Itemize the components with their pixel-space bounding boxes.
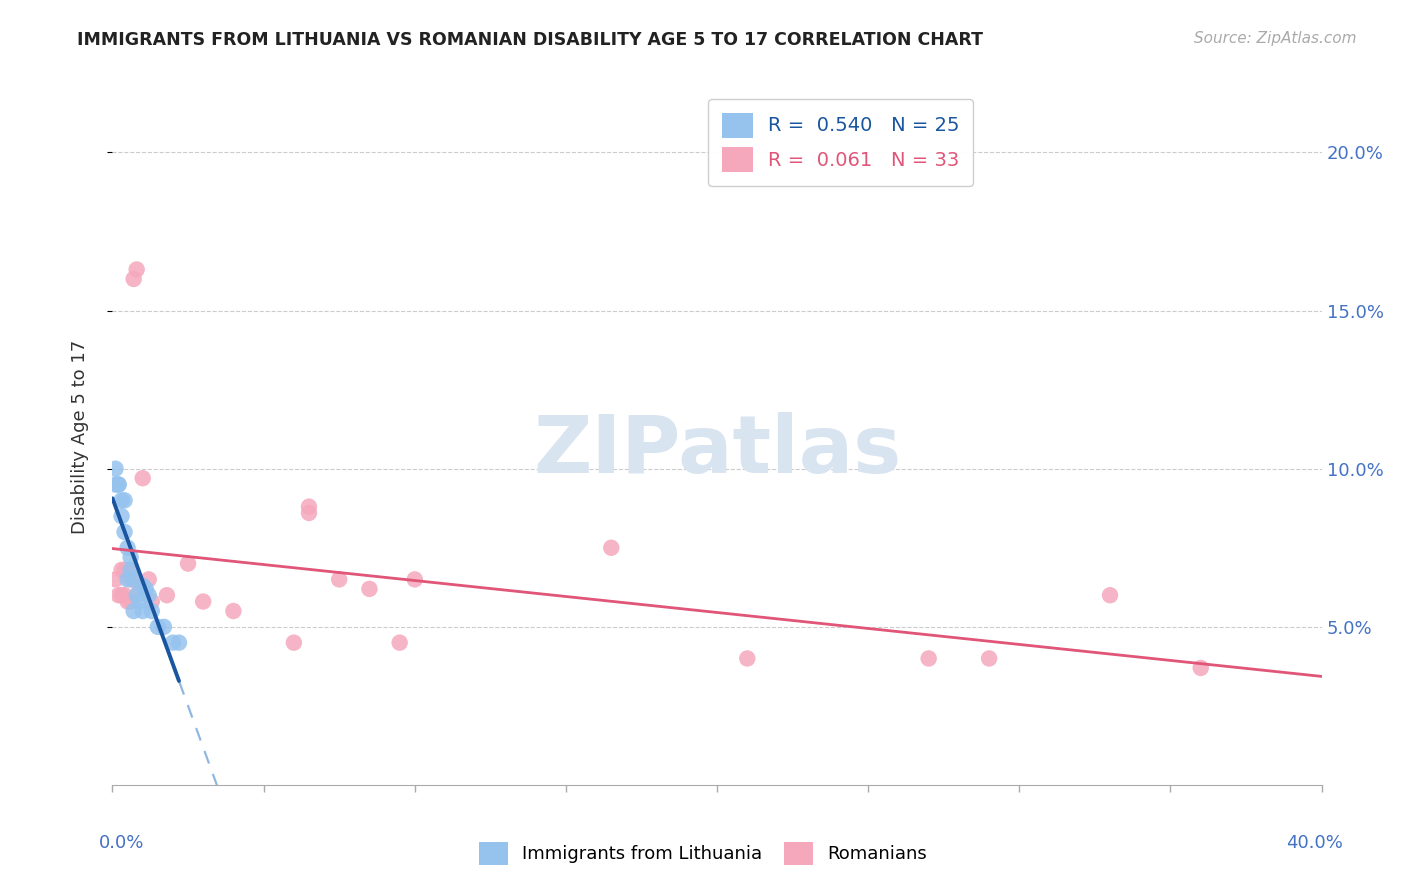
Point bbox=[117, 573, 139, 587]
Point bbox=[110, 563, 132, 577]
Point bbox=[1189, 661, 1212, 675]
Point bbox=[120, 573, 142, 587]
Point bbox=[107, 477, 129, 491]
Point bbox=[114, 524, 136, 539]
Point bbox=[125, 588, 148, 602]
Text: 0.0%: 0.0% bbox=[98, 834, 143, 852]
Point bbox=[128, 582, 150, 596]
Point bbox=[110, 588, 132, 602]
Point bbox=[104, 573, 127, 587]
Text: ZIPatlas: ZIPatlas bbox=[533, 412, 901, 490]
Point bbox=[110, 509, 132, 524]
Point bbox=[122, 272, 145, 286]
Point bbox=[120, 550, 142, 565]
Point bbox=[918, 651, 941, 665]
Point bbox=[104, 477, 127, 491]
Point bbox=[117, 563, 139, 577]
Point bbox=[132, 579, 155, 593]
Y-axis label: Disability Age 5 to 17: Disability Age 5 to 17 bbox=[70, 340, 89, 534]
Text: IMMIGRANTS FROM LITHUANIA VS ROMANIAN DISABILITY AGE 5 TO 17 CORRELATION CHART: IMMIGRANTS FROM LITHUANIA VS ROMANIAN DI… bbox=[77, 31, 983, 49]
Point bbox=[117, 594, 139, 608]
Point bbox=[138, 573, 160, 587]
Point bbox=[177, 557, 200, 571]
Point bbox=[977, 651, 1000, 665]
Point bbox=[107, 477, 129, 491]
Point bbox=[128, 594, 150, 608]
Point bbox=[141, 604, 163, 618]
Point bbox=[117, 541, 139, 555]
Point bbox=[328, 573, 350, 587]
Point bbox=[388, 635, 411, 649]
Text: 40.0%: 40.0% bbox=[1286, 834, 1343, 852]
Point bbox=[114, 493, 136, 508]
Point bbox=[120, 563, 142, 577]
Point bbox=[135, 582, 157, 596]
Point bbox=[298, 500, 321, 514]
Point bbox=[359, 582, 381, 596]
Point bbox=[737, 651, 759, 665]
Legend: Immigrants from Lithuania, Romanians: Immigrants from Lithuania, Romanians bbox=[471, 835, 935, 872]
Point bbox=[162, 635, 184, 649]
Point bbox=[298, 506, 321, 520]
Point bbox=[125, 262, 148, 277]
Point bbox=[104, 461, 127, 475]
Point bbox=[600, 541, 623, 555]
Point bbox=[132, 604, 155, 618]
Point bbox=[191, 594, 214, 608]
Point bbox=[167, 635, 190, 649]
Point bbox=[153, 620, 176, 634]
Point bbox=[114, 588, 136, 602]
Point bbox=[132, 471, 155, 485]
Point bbox=[283, 635, 305, 649]
Point bbox=[120, 594, 142, 608]
Point bbox=[122, 604, 145, 618]
Point bbox=[107, 588, 129, 602]
Point bbox=[1098, 588, 1121, 602]
Point bbox=[222, 604, 245, 618]
Point bbox=[122, 573, 145, 587]
Point bbox=[141, 594, 163, 608]
Point bbox=[404, 573, 426, 587]
Point bbox=[146, 620, 169, 634]
Text: Source: ZipAtlas.com: Source: ZipAtlas.com bbox=[1194, 31, 1357, 46]
Point bbox=[156, 588, 179, 602]
Point bbox=[114, 563, 136, 577]
Point bbox=[138, 588, 160, 602]
Legend: R =  0.540   N = 25, R =  0.061   N = 33: R = 0.540 N = 25, R = 0.061 N = 33 bbox=[709, 99, 973, 186]
Point bbox=[110, 493, 132, 508]
